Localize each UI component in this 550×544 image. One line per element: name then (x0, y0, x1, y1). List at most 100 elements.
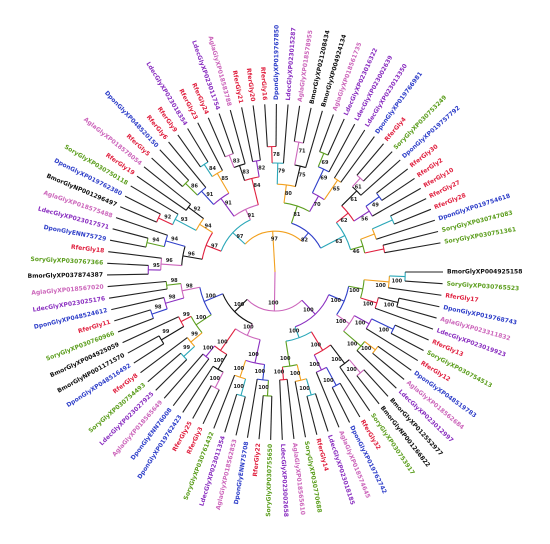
leaf-label: RferGly22 (252, 443, 262, 477)
tree-branch (140, 337, 188, 374)
leaf-label: LdecGlyXP023002658 (279, 444, 289, 517)
tree-branch (388, 287, 442, 296)
tree-branch (183, 345, 195, 357)
tree-branch (115, 217, 168, 236)
leaf-label: RferGly20 (245, 68, 256, 102)
tree-branch (163, 353, 204, 399)
tree-arc (356, 341, 366, 351)
tree-branch (350, 245, 364, 251)
bootstrap-value: 100 (336, 319, 347, 325)
tree-branch (107, 273, 149, 276)
bootstrap-value: 91 (248, 213, 255, 219)
tree-branch (327, 118, 345, 156)
bootstrap-value: 100 (234, 366, 245, 372)
tree-branch (224, 394, 238, 433)
tree-arc (252, 159, 261, 163)
bootstrap-value: 100 (210, 376, 221, 382)
tree-arc (312, 192, 325, 201)
tree-arc (382, 245, 386, 253)
tree-arc (294, 294, 330, 328)
bootstrap-value: 98 (169, 295, 176, 301)
tree-branch (384, 242, 441, 254)
tree-arc (200, 161, 209, 168)
tree-branch (181, 286, 200, 292)
tree-branch (165, 297, 184, 304)
tree-arc (334, 177, 342, 183)
tree-branch (136, 175, 187, 211)
tree-branch (151, 157, 183, 187)
tree-branch (328, 123, 356, 173)
tree-branch (159, 149, 190, 181)
tree-arc (246, 298, 303, 312)
leaf-label: RferGly16 (259, 67, 268, 101)
tree-branch (351, 177, 361, 188)
leaf-label: RferGly18 (71, 244, 105, 255)
tree-branch (117, 317, 154, 333)
bootstrap-value: 91 (206, 192, 213, 198)
bootstrap-value: 97 (271, 237, 278, 243)
tree-branch (205, 244, 222, 252)
tree-branch (305, 378, 312, 396)
tree-branch (310, 331, 324, 351)
tree-arc (376, 192, 383, 201)
tree-arc (336, 286, 350, 316)
tree-branch (182, 255, 203, 260)
bootstrap-value: 86 (191, 183, 198, 189)
tree-branch (281, 366, 284, 380)
tree-branch (155, 359, 188, 391)
tree-branch (187, 206, 204, 220)
bootstrap-value: 84 (254, 183, 261, 189)
tree-branch (340, 136, 375, 183)
bootstrap-value: 100 (203, 345, 214, 351)
tree-branch (240, 378, 247, 396)
tree-branch (372, 352, 405, 380)
tree-branch (309, 195, 319, 212)
tree-arc (319, 151, 329, 156)
tree-branch (276, 163, 279, 185)
bootstrap-value: 94 (152, 237, 159, 243)
tree-branch (394, 324, 429, 341)
tree-arc (201, 232, 214, 260)
tree-arc (316, 366, 327, 373)
tree-arc (294, 164, 306, 169)
tree-arc (181, 246, 186, 266)
tree-branch (109, 239, 147, 248)
bootstrap-value: 100 (346, 367, 357, 373)
leaf-label: AglaGlyXP018567020 (31, 283, 104, 296)
tree-arc (387, 275, 390, 288)
tree-branch (341, 190, 358, 207)
tree-branch (217, 354, 228, 370)
tree-branch (360, 233, 375, 240)
tree-arc (220, 219, 251, 252)
tree-branch (317, 153, 325, 167)
tree-branch (302, 107, 312, 144)
bootstrap-value: 69 (322, 160, 329, 166)
tree-branch (180, 315, 192, 323)
bootstrap-value: 100 (363, 302, 374, 308)
tree-branch (360, 159, 401, 196)
tree-branch (323, 179, 339, 201)
tree-branch (363, 151, 393, 182)
tree-branch (165, 240, 186, 247)
tree-branch (372, 219, 393, 230)
tree-branch (343, 330, 362, 347)
tree-branch (229, 109, 246, 164)
tree-arc (365, 205, 373, 217)
bootstrap-value: 100 (355, 321, 366, 327)
tree-branch (252, 105, 261, 161)
tree-branch (363, 369, 389, 397)
bootstrap-value: 100 (217, 339, 228, 345)
bootstrap-value: 61 (355, 185, 362, 191)
tree-arc (163, 235, 169, 247)
tree-branch (336, 212, 349, 224)
tree-branch (203, 293, 223, 303)
tree-branch (339, 366, 371, 412)
bootstrap-value: 83 (233, 159, 240, 165)
tree-branch (306, 395, 318, 435)
tree-branch (239, 165, 246, 181)
bootstrap-value: 100 (233, 384, 244, 390)
tree-branch (161, 326, 185, 341)
tree-branch (376, 168, 409, 194)
leaf-label: RferGly21 (231, 70, 245, 104)
bootstrap-value: 100 (243, 325, 254, 331)
